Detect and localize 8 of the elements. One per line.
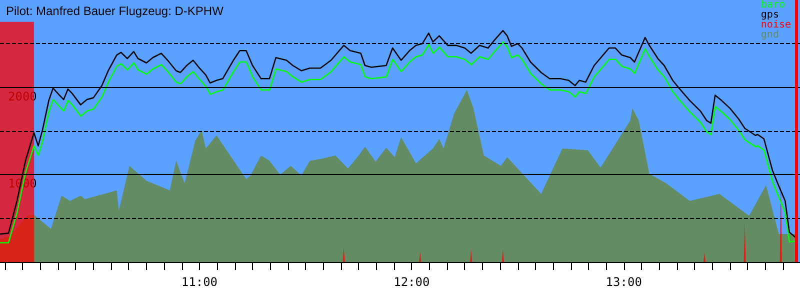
text: gps [760,10,779,20]
text: noise [760,20,792,30]
chart-title: Pilot: Manfred Bauer Flugzeug: D-KPHW [6,4,224,18]
x-tick-label: 12:00 [394,275,430,289]
text: baro [760,0,785,10]
text: gnd [760,30,779,40]
x-tick-label: 13:00 [606,275,642,289]
x-tick-label: 11:00 [181,275,218,289]
